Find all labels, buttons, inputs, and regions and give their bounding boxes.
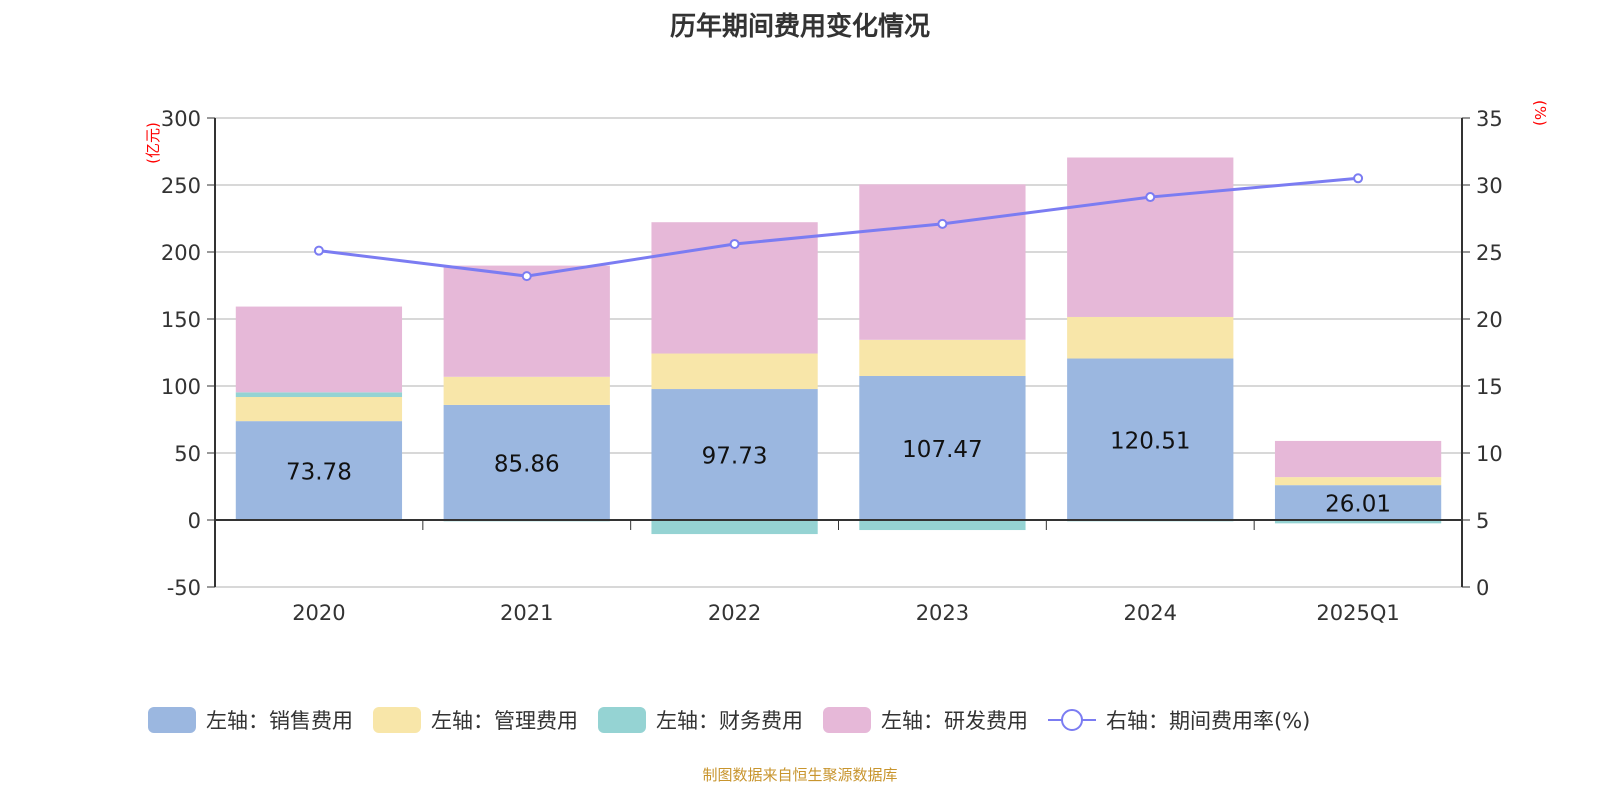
- right-tick-label: 25: [1476, 241, 1503, 265]
- left-axis-label: (亿元): [144, 122, 162, 164]
- bar-segment: [1274, 440, 1442, 478]
- right-tick-label: 0: [1476, 576, 1489, 600]
- legend-swatch: [823, 707, 871, 733]
- legend-label: 左轴：研发费用: [881, 709, 1028, 733]
- left-tick-label: 100: [161, 375, 201, 399]
- bar-segment: [235, 392, 403, 398]
- right-tick-label: 20: [1476, 308, 1503, 332]
- right-tick-label: 10: [1476, 442, 1503, 466]
- bar-data-label: 85.86: [494, 451, 560, 477]
- bar-segment: [1274, 520, 1442, 524]
- rate-point: [521, 271, 532, 282]
- right-axis-label: (%): [1531, 100, 1549, 126]
- bar-segment: [651, 353, 818, 390]
- bar-segment: [235, 397, 403, 422]
- bar-segment: [443, 265, 610, 377]
- legend-label: 左轴：财务费用: [656, 709, 803, 733]
- bar-segment: [859, 375, 1026, 520]
- left-tick-label: 0: [188, 509, 201, 533]
- left-tick-label: 200: [161, 241, 201, 265]
- bar-data-label: 73.78: [286, 460, 352, 486]
- legend-label: 左轴：销售费用: [206, 709, 353, 733]
- left-tick-label: 250: [161, 174, 201, 198]
- rate-point: [313, 245, 324, 256]
- bar-segment: [651, 389, 818, 520]
- left-tick-label: 300: [161, 107, 201, 131]
- legend-swatch: [598, 707, 646, 733]
- bar-data-label: 107.47: [902, 437, 982, 463]
- legend-swatch: [373, 707, 421, 733]
- chart-title: 历年期间费用变化情况: [669, 12, 930, 42]
- bar-segment: [443, 376, 610, 405]
- bar-segment: [1067, 157, 1234, 317]
- right-tick-label: 35: [1476, 107, 1503, 131]
- bar-segment: [235, 421, 403, 520]
- x-tick-label: 2024: [1124, 601, 1177, 625]
- bar-segment: [1274, 485, 1442, 520]
- chart-svg: -50 0 50 100 150 200 250 300 0 5 10 15 20 25 30 35 (亿元) (…: [144, 100, 1549, 733]
- rate-point: [1145, 192, 1156, 203]
- right-tick-label: 5: [1476, 509, 1489, 533]
- rate-point: [729, 238, 740, 249]
- legend-marker: [1061, 709, 1083, 731]
- bar-data-label: 26.01: [1325, 492, 1391, 518]
- bar-segment: [443, 404, 610, 520]
- x-tick-label: 2022: [708, 601, 761, 625]
- bar-segment: [1274, 477, 1442, 486]
- x-tick-label: 2025Q1: [1316, 601, 1399, 625]
- bar-segment: [1067, 316, 1234, 359]
- bar-data-label: 120.51: [1110, 428, 1190, 454]
- bar-segment: [859, 339, 1026, 376]
- bar-segment: [235, 306, 403, 393]
- legend-swatch: [148, 707, 196, 733]
- bar-segment: [859, 520, 1026, 531]
- rate-point: [937, 218, 948, 229]
- x-tick-label: 2020: [292, 601, 345, 625]
- left-tick-label: -50: [167, 576, 201, 600]
- left-tick-label: 50: [174, 442, 201, 466]
- bar-segment: [859, 184, 1026, 340]
- right-tick-label: 15: [1476, 375, 1503, 399]
- right-tick-label: 30: [1476, 174, 1503, 198]
- bar-segment: [651, 520, 818, 535]
- left-tick-label: 150: [161, 308, 201, 332]
- x-tick-label: 2021: [500, 601, 553, 625]
- bar-segment: [1067, 358, 1234, 520]
- footer-source: 制图数据来自恒生聚源数据库: [702, 766, 898, 784]
- legend-label: 右轴：期间费用率(%): [1106, 709, 1310, 733]
- legend-label: 左轴：管理费用: [431, 709, 578, 733]
- x-tick-label: 2023: [916, 601, 969, 625]
- rate-line: [318, 176, 1359, 278]
- rate-point: [1353, 173, 1364, 184]
- bar-data-label: 97.73: [702, 444, 768, 470]
